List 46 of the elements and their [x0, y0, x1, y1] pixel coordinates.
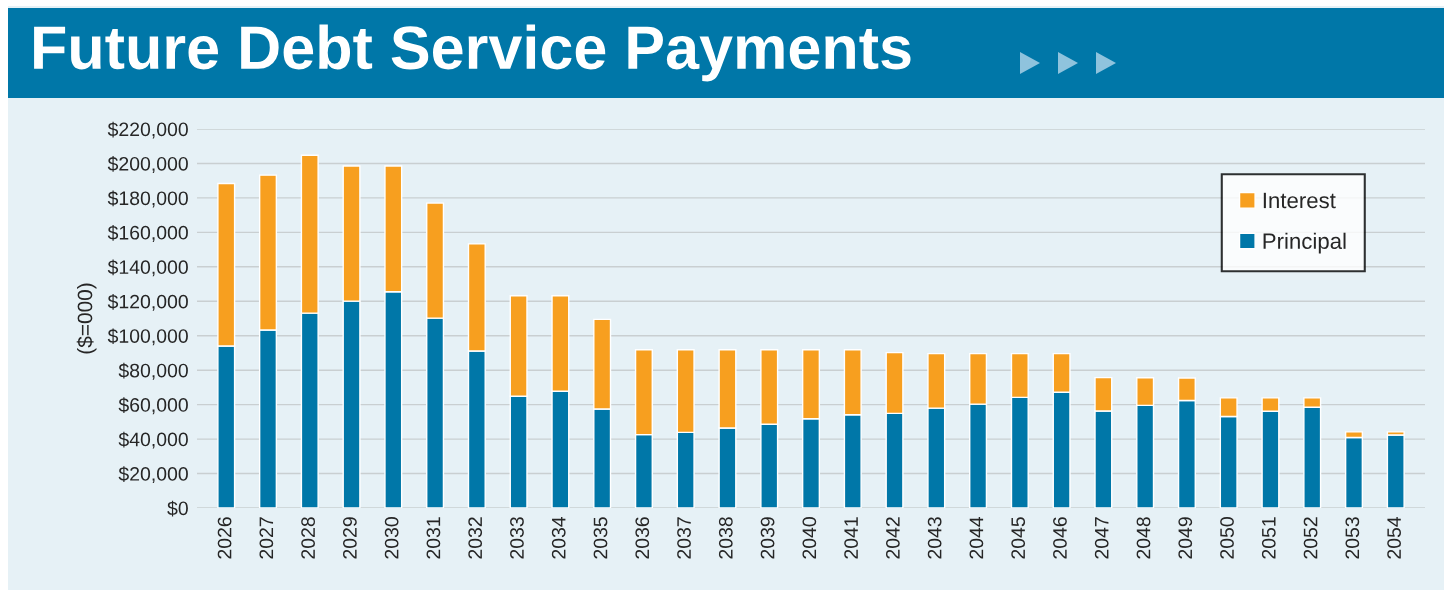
legend-label: Interest — [1263, 192, 1336, 209]
y-tick-label: $20,000 — [118, 466, 188, 484]
x-tick-label: 2048 — [1136, 517, 1151, 559]
y-tick-label: $200,000 — [107, 156, 188, 173]
x-tick-label: 2040 — [802, 517, 817, 559]
x-tick-label: 2050 — [1220, 517, 1234, 559]
y-tick-label: $100,000 — [107, 328, 188, 346]
y-tick-label: $60,000 — [118, 397, 188, 415]
x-tick-label: 2030 — [384, 517, 399, 559]
x-tick-label: 2029 — [342, 517, 357, 559]
x-tick-label: 2037 — [677, 517, 691, 559]
y-tick-label: $40,000 — [118, 431, 188, 449]
x-tick-label: 2028 — [301, 517, 315, 559]
chart-title: Future Debt Service Payments — [34, 24, 911, 82]
x-tick-label: 2047 — [1094, 517, 1109, 559]
x-tick-label: 2046 — [1053, 517, 1067, 559]
x-tick-label: 2033 — [510, 517, 524, 559]
x-tick-label: 2035 — [593, 517, 608, 559]
bar — [1386, 434, 1405, 508]
legend-label: Principal — [1263, 232, 1346, 254]
x-tick-label: 2032 — [468, 517, 483, 559]
x-tick-label: 2031 — [426, 517, 441, 559]
x-tick-label: 2054 — [1387, 516, 1401, 559]
x-tick-label: 2053 — [1345, 517, 1360, 559]
x-tick-label: 2042 — [885, 517, 900, 559]
x-tick-label: 2051 — [1261, 517, 1276, 559]
y-axis-title: ($=000) — [76, 283, 97, 354]
y-tick-label: $0 — [167, 500, 188, 517]
x-tick-label: 2045 — [1011, 517, 1026, 559]
x-tick-label: 2036 — [635, 517, 650, 559]
x-tick-label: 2039 — [760, 517, 775, 559]
y-tick-label: $80,000 — [118, 362, 188, 380]
x-tick-label: 2049 — [1178, 517, 1193, 559]
y-tick-label: $140,000 — [107, 259, 188, 277]
x-tick-label: 2052 — [1303, 517, 1318, 559]
x-tick-label: 2038 — [718, 517, 733, 559]
x-tick-label: 2043 — [927, 517, 942, 559]
x-tick-label: 2041 — [844, 517, 858, 559]
y-tick-label: $220,000 — [107, 121, 188, 139]
x-tick-label: 2034 — [551, 516, 566, 559]
x-tick-label: 2027 — [259, 517, 274, 559]
y-tick-label: $180,000 — [107, 190, 188, 208]
x-tick-label: 2026 — [217, 517, 232, 559]
y-tick-label: $120,000 — [107, 293, 188, 311]
x-tick-label: 2044 — [969, 516, 984, 559]
y-tick-label: $160,000 — [107, 225, 188, 242]
